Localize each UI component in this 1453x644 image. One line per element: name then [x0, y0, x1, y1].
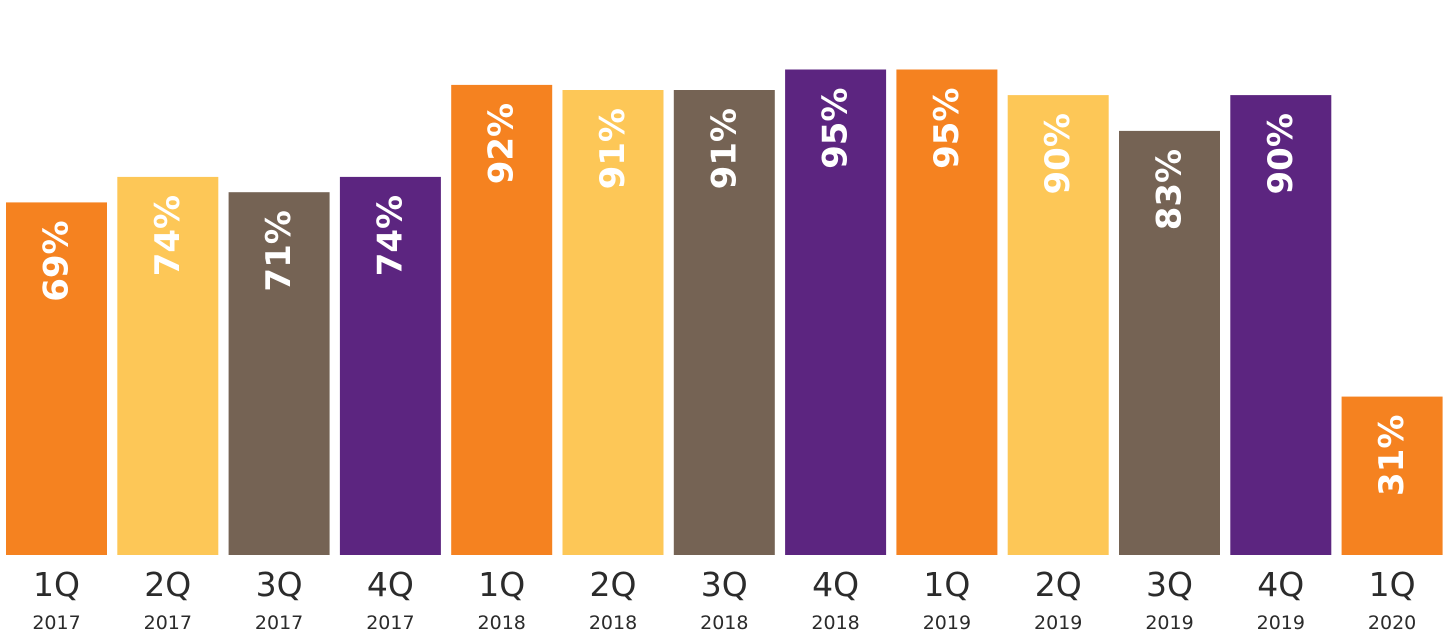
value-label-4q-2018: 95% — [816, 88, 856, 169]
tick-label-year-1q-2017: 2017 — [32, 612, 80, 634]
bar-1q-2017 — [6, 202, 107, 555]
tick-label-quarter-2q-2017: 2Q — [144, 565, 191, 604]
tick-label-year-3q-2017: 2017 — [255, 612, 303, 634]
tick-label-year-1q-2020: 2020 — [1368, 612, 1416, 634]
bar-1q-2019 — [896, 69, 998, 555]
bar-2q-2017 — [117, 176, 219, 555]
bar-1q-2018 — [451, 84, 553, 556]
bar-3q-2018 — [673, 90, 775, 555]
value-label-1q-2019: 95% — [927, 88, 967, 169]
value-label-4q-2019: 90% — [1261, 113, 1301, 194]
tick-label-year-4q-2017: 2017 — [366, 612, 414, 634]
tick-label-quarter-3q-2017: 3Q — [256, 565, 303, 604]
bar-4q-2018 — [785, 69, 887, 555]
value-label-3q-2018: 91% — [704, 108, 744, 189]
tick-label-quarter-4q-2017: 4Q — [367, 565, 414, 604]
value-labels-layer: 69% 74% 71% 74% 92% 91% 91% 95% 95% 90% 83% 90% 31% — [37, 88, 1413, 496]
tick-label-quarter-1q-2020: 1Q — [1369, 565, 1416, 604]
tick-label-quarter-2q-2018: 2Q — [590, 565, 637, 604]
tick-label-quarter-1q-2019: 1Q — [923, 565, 970, 604]
tick-label-year-3q-2018: 2018 — [700, 612, 748, 634]
tick-label-year-4q-2018: 2018 — [811, 612, 859, 634]
tick-label-quarter-2q-2019: 2Q — [1035, 565, 1082, 604]
bars-layer — [6, 69, 1443, 556]
x-axis: 1Q 2017 2Q 2017 3Q 2017 4Q 2017 1Q 2018 2Q 2018 3Q 20… — [32, 565, 1416, 634]
value-label-1q-2017: 69% — [37, 220, 77, 301]
bar-2q-2019 — [1007, 95, 1109, 555]
value-label-2q-2017: 74% — [148, 195, 188, 276]
tick-label-quarter-4q-2018: 4Q — [812, 565, 859, 604]
tick-label-quarter-1q-2018: 1Q — [478, 565, 525, 604]
bar-4q-2017 — [339, 176, 441, 555]
bar-1q-2020 — [1341, 396, 1443, 555]
tick-label-year-4q-2019: 2019 — [1257, 612, 1305, 634]
value-label-2q-2018: 91% — [593, 108, 633, 189]
value-label-1q-2020: 31% — [1372, 415, 1412, 496]
tick-label-quarter-3q-2019: 3Q — [1146, 565, 1193, 604]
tick-label-year-2q-2017: 2017 — [144, 612, 192, 634]
bar-4q-2019 — [1230, 95, 1332, 555]
tick-label-quarter-4q-2019: 4Q — [1257, 565, 1304, 604]
bar-3q-2019 — [1119, 130, 1220, 555]
tick-label-year-2q-2019: 2019 — [1034, 612, 1082, 634]
value-label-3q-2017: 71% — [259, 210, 299, 291]
value-label-2q-2019: 90% — [1038, 113, 1078, 194]
bar-3q-2017 — [228, 192, 330, 555]
value-label-3q-2019: 83% — [1150, 149, 1190, 230]
bar-2q-2018 — [562, 90, 664, 555]
tick-label-year-1q-2018: 2018 — [478, 612, 526, 634]
tick-label-year-2q-2018: 2018 — [589, 612, 637, 634]
tick-label-quarter-1q-2017: 1Q — [33, 565, 80, 604]
tick-label-quarter-3q-2018: 3Q — [701, 565, 748, 604]
value-label-4q-2017: 74% — [370, 195, 410, 276]
tick-label-year-1q-2019: 2019 — [923, 612, 971, 634]
value-label-1q-2018: 92% — [482, 103, 522, 184]
tick-label-year-3q-2019: 2019 — [1145, 612, 1193, 634]
